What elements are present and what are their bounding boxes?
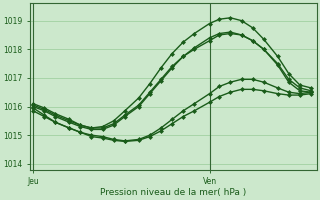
X-axis label: Pression niveau de la mer( hPa ): Pression niveau de la mer( hPa ) [100, 188, 247, 197]
